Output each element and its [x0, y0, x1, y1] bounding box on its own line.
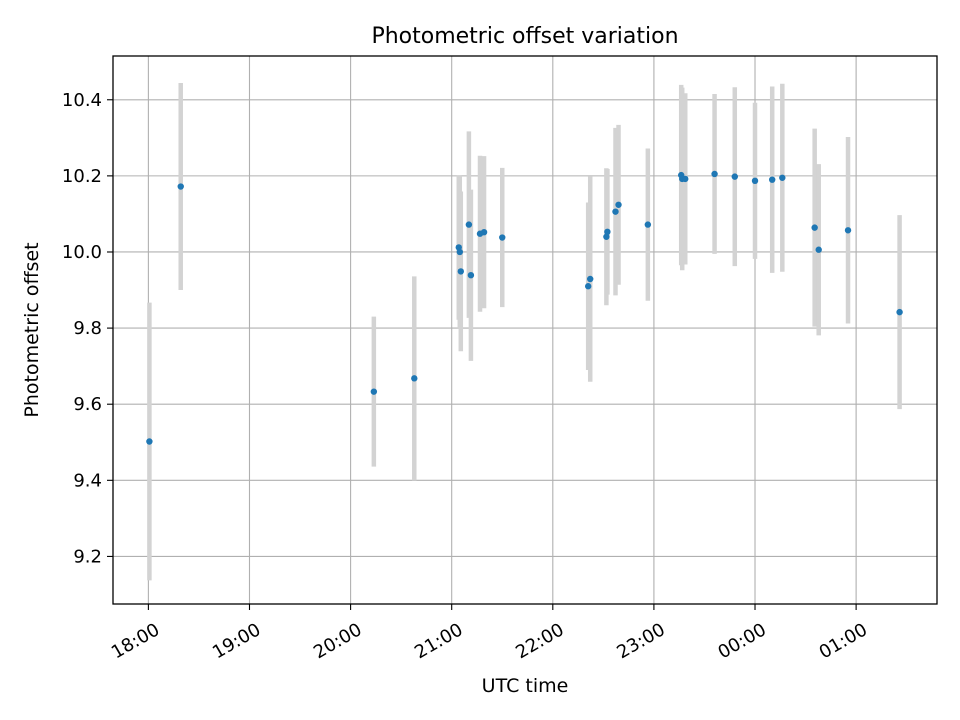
data-point [896, 308, 903, 316]
x-tick-label: 19:00 [209, 619, 264, 663]
data-point [711, 170, 718, 178]
y-axis: 9.2 9.4 9.6 9.8 10.0 10.2 10.4 [62, 90, 113, 567]
data-point [467, 272, 475, 279]
y-tick-label: 10.2 [62, 166, 102, 187]
x-axis-label: UTC time [482, 675, 569, 697]
data-point [644, 221, 652, 228]
data-point [815, 246, 822, 253]
data-point [779, 174, 786, 181]
data-point [499, 234, 506, 241]
data-point [603, 233, 610, 240]
y-tick-label: 9.4 [73, 470, 102, 491]
y-axis-label: Photometric offset [21, 242, 43, 417]
data-point [769, 176, 776, 183]
x-tick-label: 18:00 [108, 619, 163, 663]
data-point [751, 177, 759, 185]
data-point [457, 268, 464, 275]
x-tick-label: 01:00 [816, 619, 871, 663]
data-point [612, 208, 619, 215]
data-point [146, 438, 153, 445]
data-point [480, 228, 488, 236]
data-point [587, 275, 594, 283]
x-tick-label: 21:00 [411, 619, 466, 663]
x-tick-label: 22:00 [512, 619, 567, 663]
data-point [411, 375, 418, 382]
data-point [465, 221, 473, 228]
y-tick-label: 10.0 [62, 242, 102, 263]
x-axis: 18:00 19:00 20:00 21:00 22:00 23:00 00:00 01:00 [108, 604, 871, 663]
data-point [811, 224, 818, 231]
x-tick-label: 23:00 [613, 619, 668, 663]
data-point [177, 183, 184, 190]
data-point [604, 228, 611, 236]
error-bars [147, 83, 902, 581]
data-point [370, 388, 378, 395]
x-tick-label: 00:00 [714, 619, 769, 663]
data-point [844, 227, 852, 234]
data-point [584, 283, 592, 290]
data-point [731, 173, 738, 180]
data-points [146, 170, 903, 445]
chart-title: Photometric offset variation [371, 24, 678, 49]
x-tick-label: 20:00 [310, 619, 365, 663]
y-tick-label: 10.4 [62, 90, 102, 111]
data-point [682, 175, 689, 183]
grid [113, 56, 937, 604]
plot-frame [112, 55, 938, 605]
data-point [615, 201, 622, 208]
y-tick-label: 9.2 [73, 546, 102, 567]
y-tick-label: 9.8 [73, 318, 102, 339]
y-tick-label: 9.6 [73, 394, 102, 415]
data-point [456, 248, 463, 256]
